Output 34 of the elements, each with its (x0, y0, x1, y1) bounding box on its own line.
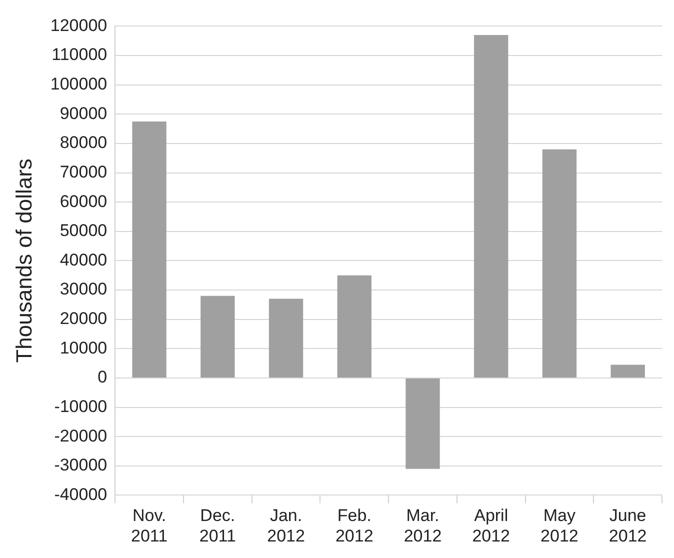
y-tick-label: -40000 (54, 484, 108, 504)
bar (474, 34, 508, 378)
y-tick-label: 70000 (60, 162, 108, 182)
y-tick-label: 90000 (60, 104, 108, 123)
y-tick-label: -10000 (54, 396, 108, 416)
y-tick-label: 100000 (50, 74, 108, 94)
y-tick-label: 0 (98, 368, 108, 387)
y-tick-label: 120000 (50, 16, 108, 35)
bar (542, 149, 577, 378)
y-tick-label: 60000 (60, 192, 108, 211)
y-axis-title: Thousands of dollars (11, 158, 36, 363)
bar (200, 296, 235, 378)
y-tick-label: 40000 (60, 250, 108, 270)
y-tick-label: -20000 (54, 426, 108, 446)
x-tick-label: Mar. 2012 (404, 506, 442, 546)
x-tick-label: May 2012 (540, 506, 578, 546)
bar (610, 364, 645, 378)
x-tick-label: June 2012 (608, 506, 647, 546)
bar (268, 298, 304, 378)
y-tick-label: 80000 (60, 133, 108, 152)
y-tick-label: 30000 (60, 280, 108, 299)
y-tick-label: 20000 (60, 309, 108, 328)
x-tick-label: April 2012 (472, 506, 510, 546)
x-tick-label: Jan. 2012 (267, 506, 305, 546)
x-tick-label: Nov. 2011 (131, 506, 168, 546)
y-tick-label: 50000 (60, 221, 108, 240)
x-tick-label: Dec. 2011 (199, 506, 236, 546)
x-tick-label: Feb. 2012 (335, 506, 374, 546)
bar (406, 378, 440, 469)
bar (132, 121, 166, 378)
y-tick-label: -30000 (54, 456, 108, 475)
bar (337, 275, 372, 378)
y-tick-label: 110000 (52, 45, 108, 64)
y-tick-label: 10000 (60, 338, 108, 358)
